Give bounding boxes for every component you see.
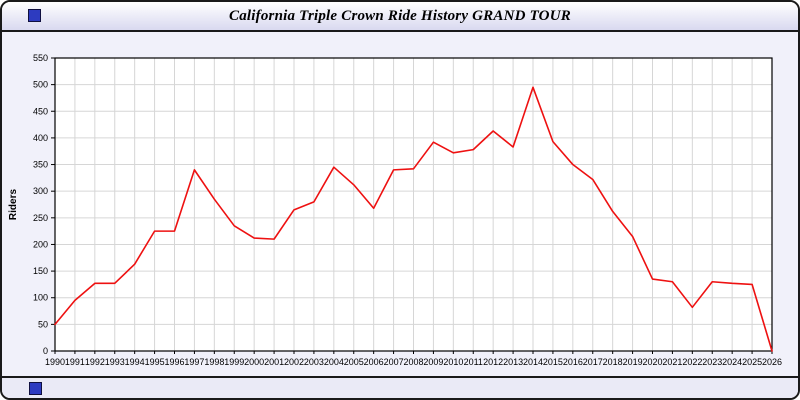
svg-text:1996: 1996	[164, 357, 184, 367]
svg-text:2005: 2005	[344, 357, 364, 367]
svg-text:2016: 2016	[563, 357, 583, 367]
title-bar: California Triple Crown Ride History GRA…	[2, 2, 798, 32]
bottom-bar	[2, 376, 798, 398]
svg-text:1998: 1998	[204, 357, 224, 367]
svg-text:Riders: Riders	[8, 189, 19, 221]
svg-text:200: 200	[33, 239, 48, 249]
svg-text:1999: 1999	[224, 357, 244, 367]
svg-text:2006: 2006	[364, 357, 384, 367]
svg-text:1990: 1990	[45, 357, 65, 367]
svg-text:100: 100	[33, 293, 48, 303]
svg-text:2007: 2007	[384, 357, 404, 367]
svg-text:450: 450	[33, 106, 48, 116]
svg-text:2024: 2024	[722, 357, 742, 367]
svg-text:400: 400	[33, 133, 48, 143]
blue-square-icon	[28, 9, 41, 22]
svg-text:2023: 2023	[702, 357, 722, 367]
svg-text:550: 550	[33, 53, 48, 63]
chart-container: 0 50 100 150 200 250 300 350 400 450 500 550 1990 199…	[2, 32, 798, 376]
svg-text:2015: 2015	[543, 357, 563, 367]
svg-text:2002: 2002	[284, 357, 304, 367]
svg-text:300: 300	[33, 186, 48, 196]
svg-text:2021: 2021	[662, 357, 682, 367]
svg-text:2014: 2014	[523, 357, 543, 367]
svg-text:150: 150	[33, 266, 48, 276]
svg-text:2026: 2026	[762, 357, 782, 367]
svg-text:250: 250	[33, 213, 48, 223]
svg-text:2000: 2000	[244, 357, 264, 367]
svg-text:2009: 2009	[423, 357, 443, 367]
svg-text:2019: 2019	[623, 357, 643, 367]
svg-text:2008: 2008	[403, 357, 423, 367]
svg-text:0: 0	[43, 346, 48, 356]
svg-text:2022: 2022	[682, 357, 702, 367]
blue-square-icon	[29, 382, 42, 395]
svg-text:2017: 2017	[583, 357, 603, 367]
svg-text:2001: 2001	[264, 357, 284, 367]
svg-text:2025: 2025	[742, 357, 762, 367]
svg-text:1993: 1993	[105, 357, 125, 367]
svg-text:500: 500	[33, 80, 48, 90]
svg-text:2018: 2018	[603, 357, 623, 367]
svg-text:2003: 2003	[304, 357, 324, 367]
svg-text:50: 50	[38, 319, 48, 329]
svg-text:350: 350	[33, 160, 48, 170]
svg-text:1991: 1991	[65, 357, 85, 367]
svg-text:2013: 2013	[503, 357, 523, 367]
svg-text:2004: 2004	[324, 357, 344, 367]
svg-text:2011: 2011	[464, 357, 483, 367]
svg-text:2010: 2010	[443, 357, 463, 367]
svg-text:2020: 2020	[642, 357, 662, 367]
svg-text:1995: 1995	[145, 357, 165, 367]
svg-text:1997: 1997	[184, 357, 204, 367]
svg-text:2012: 2012	[483, 357, 503, 367]
svg-text:1994: 1994	[125, 357, 145, 367]
svg-text:1992: 1992	[85, 357, 105, 367]
page-title: California Triple Crown Ride History GRA…	[229, 7, 571, 24]
